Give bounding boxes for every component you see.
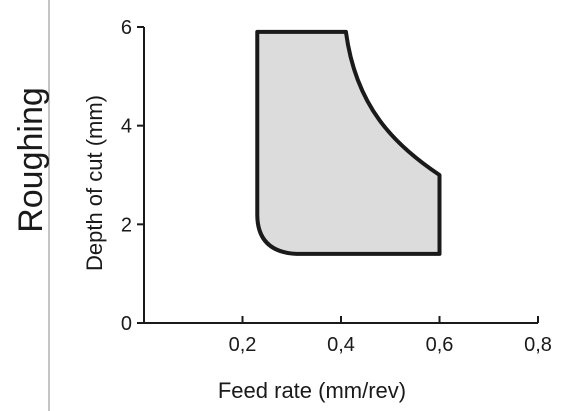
y-tick-label: 4	[121, 116, 132, 138]
operating-region	[255, 29, 442, 256]
section-label: Roughing	[12, 87, 50, 233]
y-tick-label: 2	[121, 214, 132, 236]
y-axis-title: Depth of cut (mm)	[82, 95, 107, 271]
y-ticks: 0 2 4 6	[121, 17, 144, 335]
x-tick-label: 0,4	[327, 334, 355, 356]
x-tick-label: 0,2	[229, 334, 257, 356]
x-tick-label: 0,8	[524, 334, 552, 356]
x-tick-label: 0,6	[426, 334, 454, 356]
x-ticks: 0,2 0,4 0,6 0,8	[229, 316, 552, 356]
y-tick-label: 0	[121, 313, 132, 335]
x-axis-title: Feed rate (mm/rev)	[218, 378, 406, 403]
y-tick-label: 6	[121, 17, 132, 39]
